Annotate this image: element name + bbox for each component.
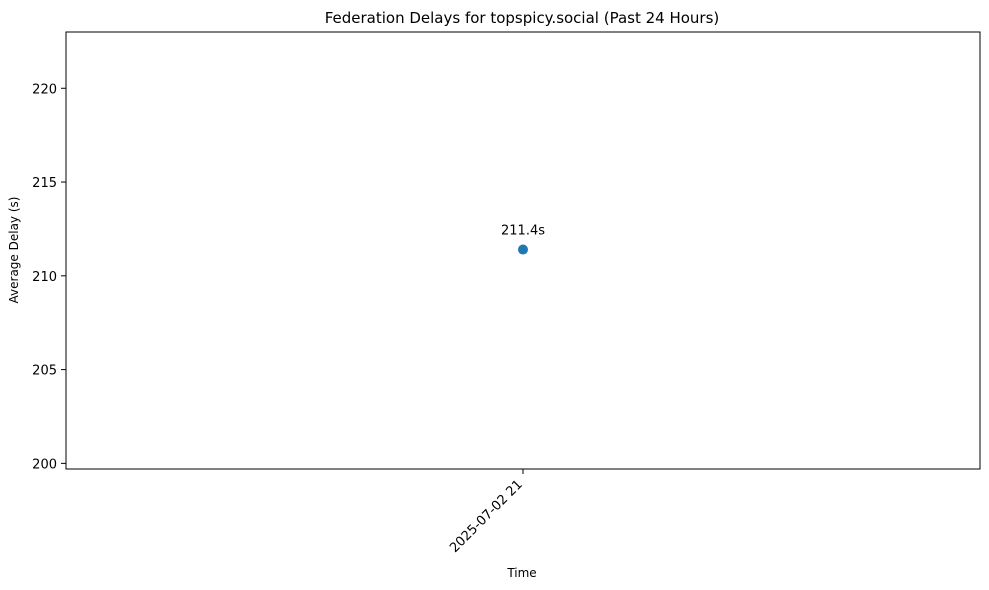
data-point — [518, 244, 528, 255]
y-tick-label: 210 — [32, 270, 57, 285]
chart-title: Federation Delays for topspicy.social (P… — [325, 9, 720, 27]
y-tick-label: 200 — [32, 457, 57, 472]
y-tick-label: 205 — [32, 364, 57, 379]
y-tick-label: 215 — [32, 176, 57, 191]
x-tick-label: 2025-07-02 21 — [447, 477, 526, 556]
y-axis: 200 205 210 215 220 — [32, 82, 66, 472]
x-axis: 2025-07-02 21 — [447, 469, 526, 556]
data-label: 211.4s — [501, 224, 545, 239]
y-axis-label: Average Delay (s) — [7, 197, 21, 304]
x-axis-label: Time — [506, 566, 536, 580]
data-points: 211.4s — [501, 224, 545, 255]
y-tick-label: 220 — [32, 82, 57, 97]
